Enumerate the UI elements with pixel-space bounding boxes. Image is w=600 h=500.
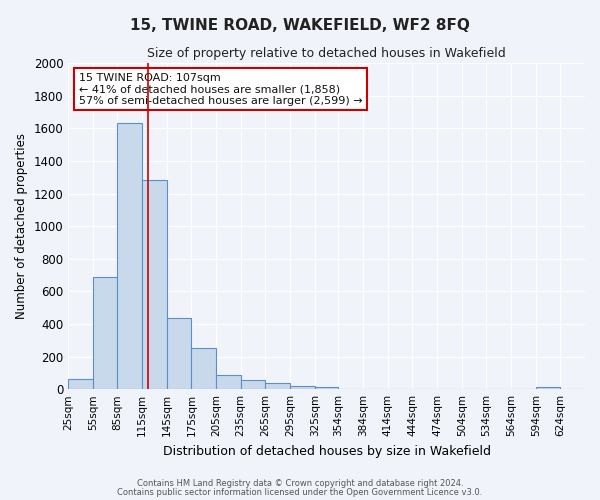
Bar bbox=[265, 384, 290, 389]
Bar bbox=[68, 378, 93, 389]
Bar bbox=[191, 348, 216, 389]
X-axis label: Distribution of detached houses by size in Wakefield: Distribution of detached houses by size … bbox=[163, 444, 491, 458]
Text: Contains public sector information licensed under the Open Government Licence v3: Contains public sector information licen… bbox=[118, 488, 482, 497]
Text: 15 TWINE ROAD: 107sqm
← 41% of detached houses are smaller (1,858)
57% of semi-d: 15 TWINE ROAD: 107sqm ← 41% of detached … bbox=[79, 73, 362, 106]
Y-axis label: Number of detached properties: Number of detached properties bbox=[15, 133, 28, 319]
Bar bbox=[241, 380, 265, 389]
Bar bbox=[142, 180, 167, 389]
Bar bbox=[118, 122, 142, 389]
Bar bbox=[167, 318, 191, 389]
Text: 15, TWINE ROAD, WAKEFIELD, WF2 8FQ: 15, TWINE ROAD, WAKEFIELD, WF2 8FQ bbox=[130, 18, 470, 32]
Text: Contains HM Land Registry data © Crown copyright and database right 2024.: Contains HM Land Registry data © Crown c… bbox=[137, 479, 463, 488]
Bar bbox=[93, 276, 118, 389]
Bar bbox=[290, 386, 314, 389]
Bar bbox=[536, 386, 560, 389]
Title: Size of property relative to detached houses in Wakefield: Size of property relative to detached ho… bbox=[147, 48, 506, 60]
Bar bbox=[314, 386, 338, 389]
Bar bbox=[216, 374, 241, 389]
